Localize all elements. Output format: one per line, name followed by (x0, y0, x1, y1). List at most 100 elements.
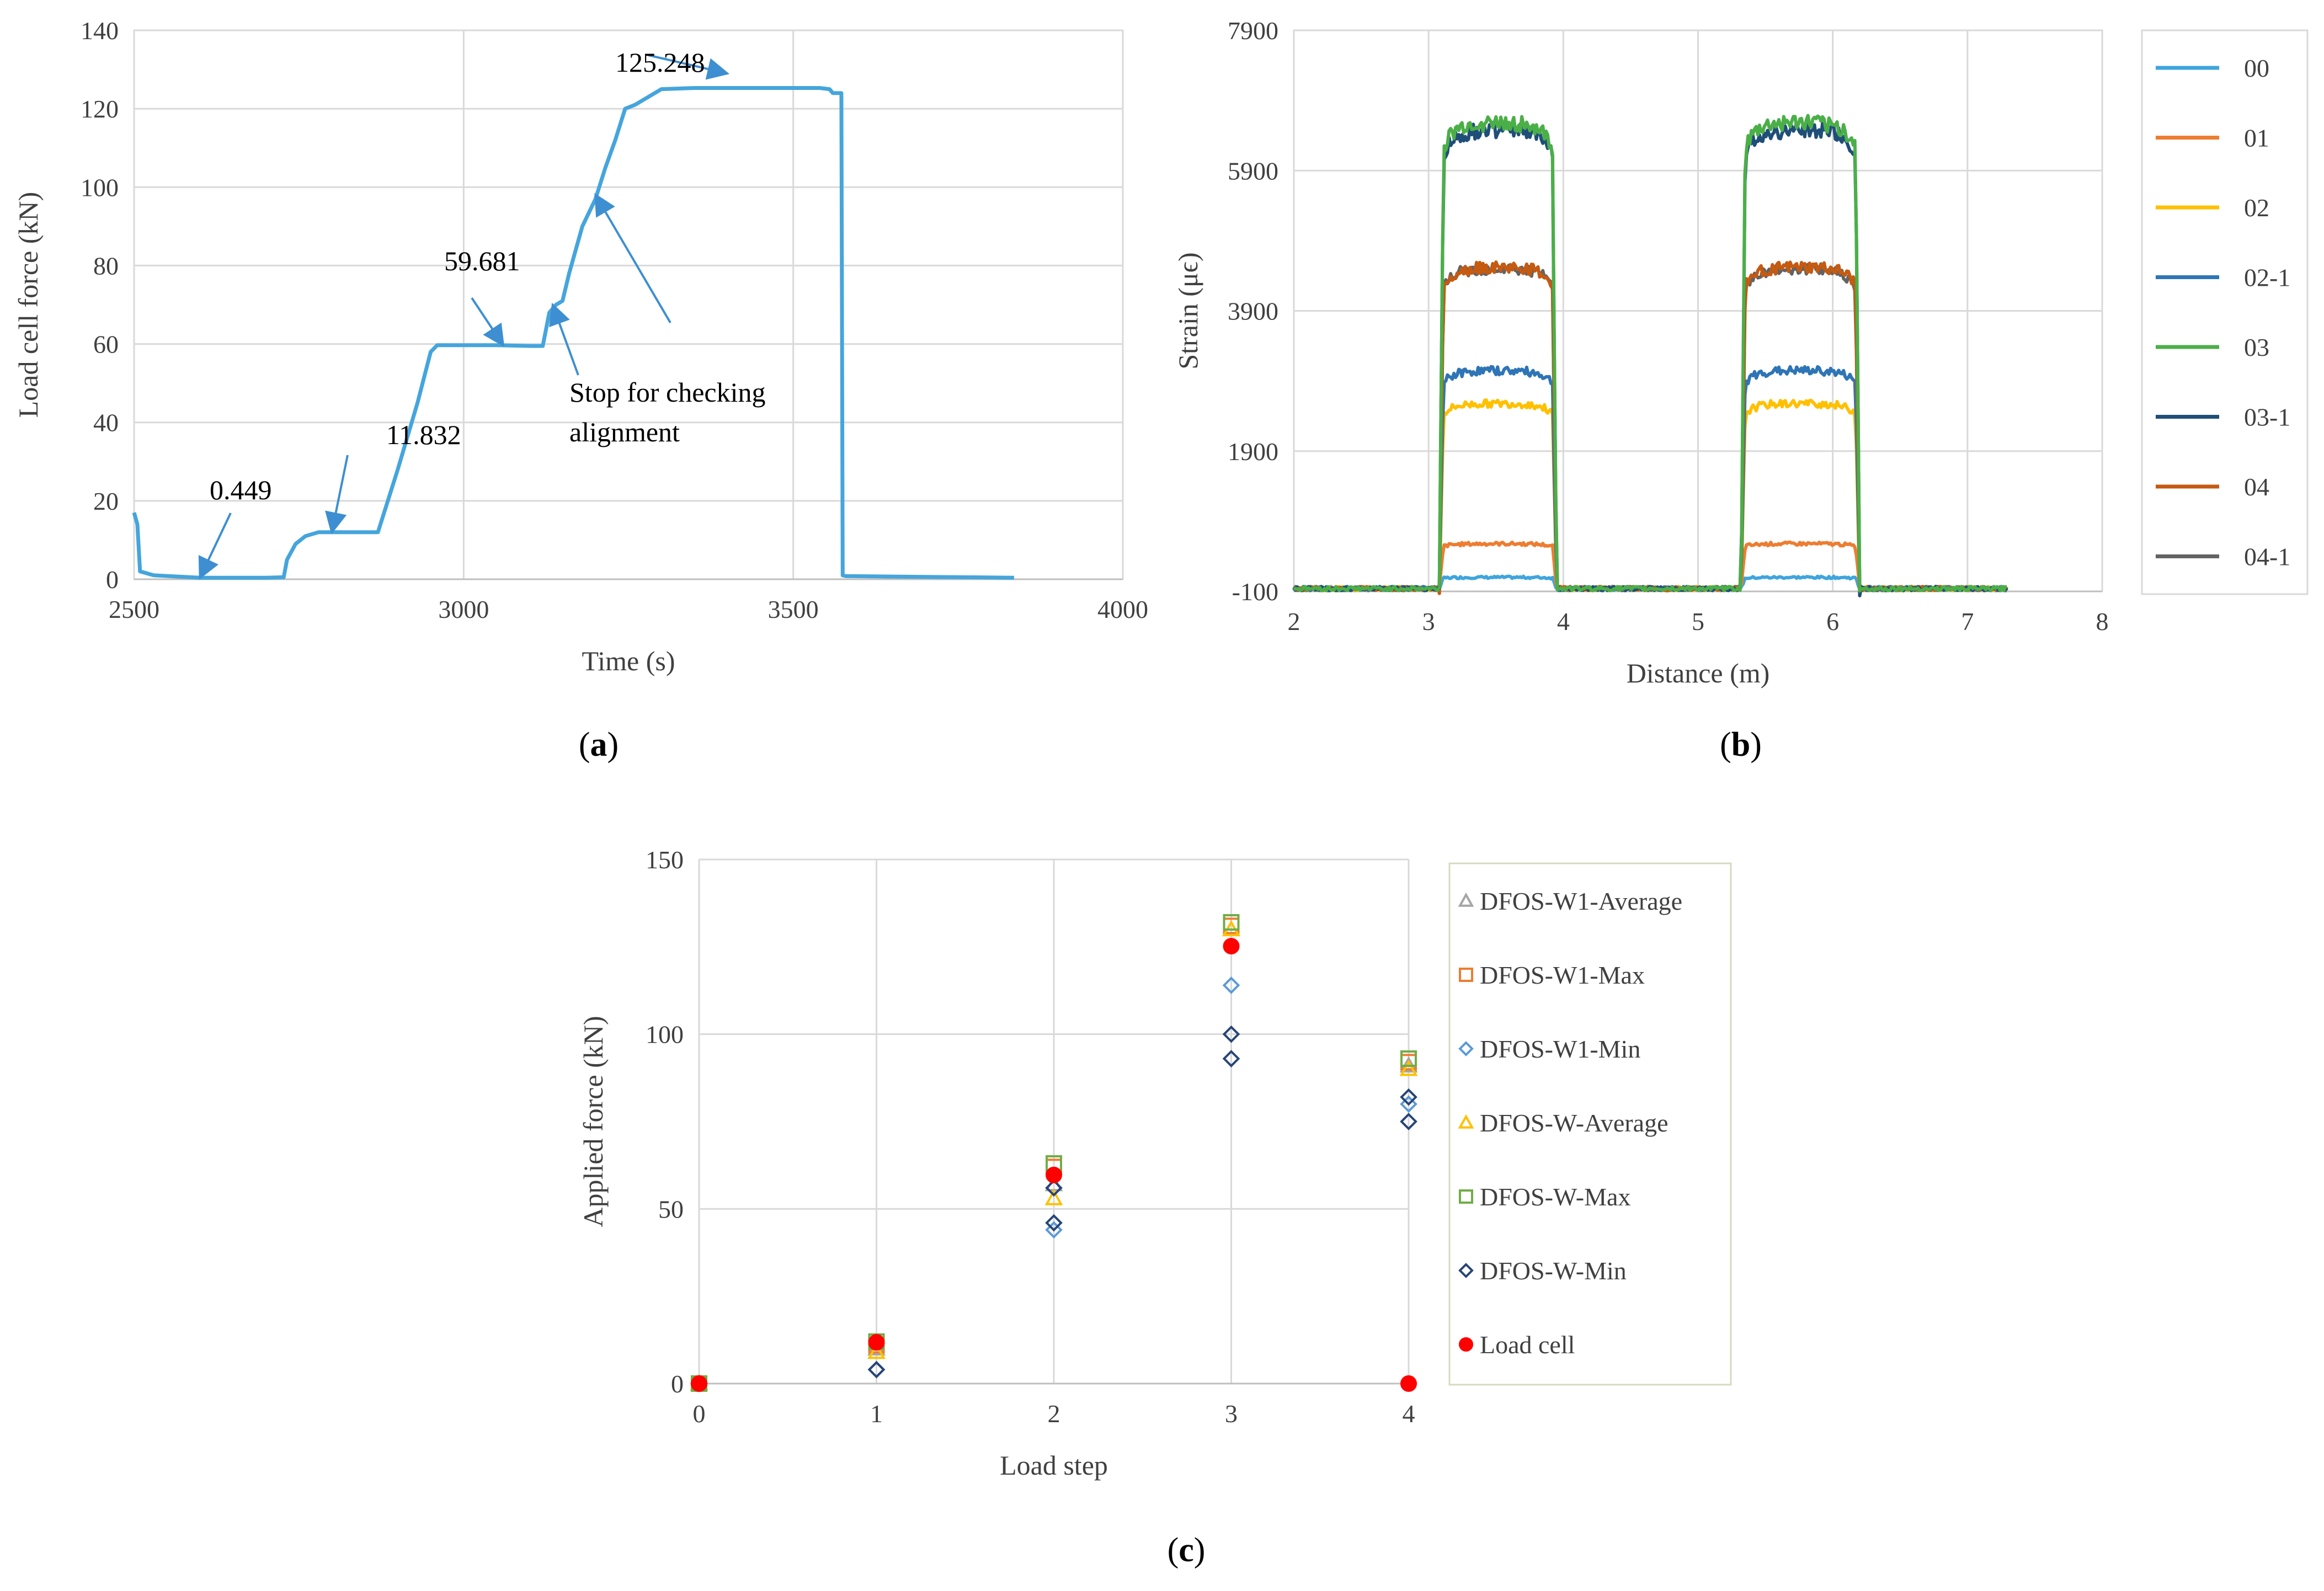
series-line-03 (1293, 114, 2007, 593)
legend-label: DFOS-W-Min (1480, 1257, 1627, 1285)
legend-label: DFOS-W1-Average (1480, 887, 1682, 915)
legend-label: DFOS-W1-Min (1480, 1035, 1640, 1063)
y-tick-label: 120 (81, 95, 119, 123)
data-point-dfos-w-min (1222, 1050, 1240, 1067)
data-point-dfos-w-max (1400, 1050, 1417, 1067)
y-tick-label: 40 (93, 409, 119, 437)
legend-label: 03-1 (2244, 403, 2290, 431)
series-line-01 (1292, 540, 2008, 592)
y-tick-label: 150 (646, 846, 684, 874)
x-tick-label: 4000 (1097, 595, 1148, 623)
annotation-arrow (648, 54, 730, 80)
annotation-arrow (198, 512, 232, 580)
annotation-label: 59.681 (444, 245, 520, 276)
y-axis-title: Strain (μϵ) (1172, 252, 1203, 369)
legend-marker (1458, 892, 1474, 907)
y-tick-label: 3900 (1228, 297, 1278, 325)
series-line-03-1 (1292, 120, 2008, 597)
y-tick-label: 50 (658, 1195, 684, 1223)
data-point-load-cell (868, 1334, 885, 1351)
legend-label: 01 (2244, 124, 2269, 152)
x-tick-label: 3 (1422, 607, 1435, 636)
data-point-dfos-w-average (1399, 1059, 1418, 1076)
y-axis-title: Applied force (kN) (578, 1016, 609, 1227)
legend-box (2141, 29, 2309, 595)
y-tick-label: 60 (93, 330, 119, 359)
y-tick-label: 7900 (1228, 17, 1278, 45)
series-line-02 (1292, 398, 2008, 592)
x-axis-title: Load step (1000, 1450, 1108, 1481)
x-tick-label: 5 (1692, 607, 1704, 636)
panel-label: (b) (1720, 726, 1762, 764)
x-tick-label: 0 (693, 1400, 706, 1428)
x-tick-label: 2 (1048, 1400, 1060, 1428)
y-tick-label: 0 (106, 565, 119, 594)
legend-label: DFOS-W-Average (1480, 1109, 1669, 1137)
data-point-dfos-w-min (867, 1360, 886, 1379)
annotation-label: Stop for checking (569, 377, 765, 408)
legend-marker (1458, 1263, 1474, 1278)
x-tick-label: 3 (1225, 1400, 1238, 1428)
data-point-dfos-w1-min (1045, 1221, 1063, 1239)
legend-label: DFOS-W1-Max (1480, 961, 1645, 989)
chart-c: 0 50 100 150 0 1 2 3 4 Load step Applied force (kN… (578, 846, 1732, 1569)
legend-marker (1458, 1041, 1474, 1056)
legend-label: 04 (2244, 473, 2269, 501)
annotation-arrow (325, 455, 349, 535)
data-point-dfos-w-min-second-gauge- (1222, 1025, 1240, 1043)
chart-a: 0 20 40 60 80 100 120 140 2500 3000 3500 4000 Time (… (13, 17, 1148, 764)
y-tick-label: 0 (671, 1370, 684, 1398)
data-point-load-cell (691, 1375, 707, 1392)
legend-label: Load cell (1480, 1331, 1575, 1359)
annotation-arrow (594, 193, 671, 324)
annotation-label: 125.248 (615, 47, 705, 78)
data-point-dfos-w-average (867, 1342, 886, 1359)
legend-marker (1459, 1189, 1473, 1204)
x-tick-label: 4 (1557, 607, 1570, 636)
data-point-dfos-w-min (1400, 1113, 1417, 1130)
data-point-load-cell (1400, 1375, 1417, 1392)
data-point-dfos-w-average (1044, 1189, 1063, 1205)
x-tick-label: 2 (1288, 607, 1300, 636)
plot-frame (133, 29, 1124, 580)
series-line-04 (1293, 260, 2008, 595)
data-point-dfos-w-min-second-gauge- (1400, 1088, 1417, 1106)
data-point-dfos-w1-min (1222, 976, 1240, 994)
x-tick-label: 8 (2096, 607, 2109, 636)
x-tick-label: 7 (1961, 607, 1974, 636)
x-axis-title: Distance (m) (1627, 658, 1770, 688)
chart-b: -100 1900 3900 5900 7900 2 3 4 5 6 7 8 Distance (m) S… (1172, 17, 2309, 764)
y-tick-label: 140 (81, 17, 119, 45)
y-tick-label: 100 (646, 1021, 684, 1049)
data-point-dfos-w-min-second-gauge- (1045, 1179, 1063, 1197)
y-tick-label: -100 (1232, 578, 1278, 606)
legend-marker (1459, 968, 1473, 982)
data-point-load-cell (1223, 938, 1240, 955)
annotation-label: 11.832 (386, 419, 461, 450)
data-point-dfos-w1-min (1400, 1095, 1417, 1113)
legend-label: DFOS-W-Max (1480, 1183, 1630, 1211)
legend-marker (1458, 1114, 1474, 1129)
panel-label: (c) (1168, 1531, 1206, 1569)
y-tick-label: 80 (93, 252, 119, 280)
data-point-dfos-w-min (1045, 1214, 1063, 1232)
annotation-label: 0.449 (210, 474, 272, 505)
legend-label: 02 (2244, 194, 2269, 222)
x-tick-label: 6 (1826, 607, 1839, 636)
legend-box (1448, 862, 1732, 1386)
y-tick-label: 100 (81, 173, 119, 201)
legend-label: 00 (2244, 54, 2269, 82)
y-tick-label: 5900 (1228, 157, 1278, 185)
panel-label: (a) (579, 726, 619, 764)
x-tick-label: 2500 (109, 595, 159, 623)
annotation-arrow (471, 297, 505, 348)
y-tick-label: 20 (93, 487, 119, 515)
x-tick-label: 1 (870, 1400, 883, 1428)
annotation-label: alignment (569, 417, 680, 447)
y-axis-title: Load cell force (kN) (13, 192, 44, 418)
legend-label: 03 (2244, 333, 2269, 361)
x-tick-label: 3000 (438, 595, 489, 623)
series-line-02-1 (1292, 365, 2007, 592)
x-tick-label: 4 (1403, 1400, 1415, 1428)
y-tick-label: 1900 (1228, 437, 1278, 466)
